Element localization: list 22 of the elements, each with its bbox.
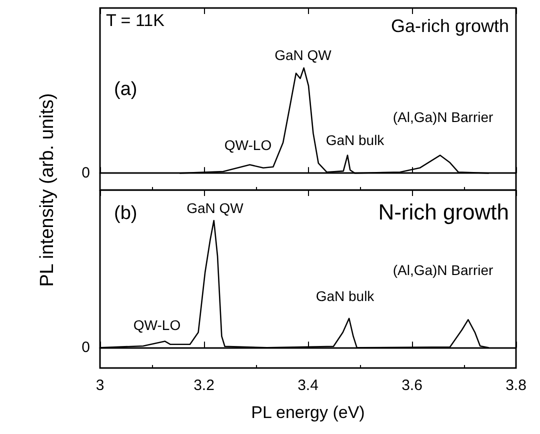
text: 0	[82, 339, 90, 356]
annotation: QW-LO	[133, 317, 181, 333]
text: GaN QW	[186, 200, 244, 216]
annotation: (Al,Ga)N Barrier	[392, 109, 494, 125]
x-tick-label: 3	[96, 377, 104, 394]
annotation: (a)	[114, 79, 138, 100]
annotation: QW-LO	[224, 137, 272, 153]
x-tick-label: 3.6	[402, 377, 422, 394]
annotation: GaN bulk	[316, 288, 376, 304]
text: 0	[82, 164, 90, 182]
chart-title: Ga-rich growth	[390, 16, 510, 36]
text: GaN QW	[274, 47, 332, 63]
annotation: (b)	[114, 203, 138, 224]
y-axis-title: PL intensity (arb. units)	[36, 93, 59, 287]
chart-title: N-rich growth	[378, 200, 510, 224]
x-tick-label: 3.4	[298, 377, 318, 394]
x-tick-label: 3.8	[506, 377, 526, 394]
text: T = 11K	[106, 11, 166, 30]
annotation: GaN bulk	[326, 132, 386, 148]
x-tick-label: 3.2	[194, 377, 214, 394]
x-axis-title: PL energy (eV)	[251, 403, 365, 422]
annotation: (Al,Ga)N Barrier	[392, 262, 494, 278]
